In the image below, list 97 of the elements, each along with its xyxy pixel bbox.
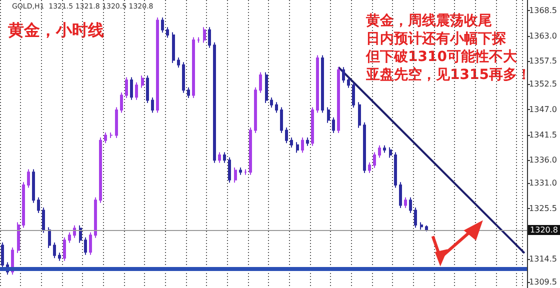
- candlestick: [58, 252, 61, 262]
- candlestick: [182, 62, 185, 94]
- y-tick-label: 1325.5: [529, 204, 558, 213]
- candlestick: [270, 97, 273, 108]
- candlestick: [94, 196, 97, 238]
- y-tick-label: 1314.5: [529, 254, 558, 264]
- candlestick: [337, 66, 340, 134]
- candlestick: [234, 166, 237, 184]
- candlestick: [321, 54, 324, 114]
- candlestick: [394, 152, 397, 188]
- candlestick: [259, 72, 262, 94]
- candlestick: [197, 36, 200, 44]
- y-tick-label: 1331.0: [529, 178, 558, 188]
- candlestick: [373, 152, 376, 168]
- candlestick: [37, 196, 40, 214]
- candlestick: [358, 102, 361, 128]
- candlestick: [327, 106, 330, 124]
- candlestick: [177, 57, 180, 68]
- candlestick: [213, 42, 216, 164]
- candlestick: [172, 32, 175, 64]
- candlestick: [275, 102, 278, 114]
- candlestick: [156, 16, 159, 114]
- candlestick: [332, 116, 335, 134]
- y-tick-label: 1347.0: [529, 104, 558, 114]
- candlestick: [244, 168, 247, 176]
- candlestick: [110, 132, 113, 139]
- candlestick: [99, 137, 102, 204]
- candlestick: [141, 74, 144, 88]
- candlestick: [265, 72, 268, 104]
- candlestick: [414, 206, 417, 228]
- candlestick: [316, 54, 319, 114]
- y-tick-label: 1336.0: [529, 156, 558, 165]
- candlestick: [254, 86, 257, 134]
- y-tick-label: 1352.5: [529, 80, 558, 89]
- candlestick: [27, 168, 30, 188]
- candlestick: [192, 36, 195, 98]
- candlestick: [115, 106, 118, 139]
- candlestick: [166, 26, 169, 38]
- annotation: 但下破1310可能性不大: [365, 49, 518, 65]
- annotation: 日内预计还有小幅下探: [366, 31, 507, 47]
- y-tick-label: 1341.5: [529, 130, 558, 140]
- candlestick: [146, 74, 149, 104]
- candlestick: [301, 137, 304, 154]
- candlestick: [420, 222, 423, 230]
- candlestick: [22, 182, 25, 228]
- candlestick: [425, 224, 428, 232]
- candlestick: [280, 106, 283, 134]
- candlestick: [223, 152, 226, 164]
- annotation: 亚盘先空，见1315再多！: [365, 66, 531, 83]
- y-tick-label: 1368.5: [529, 6, 558, 16]
- candlestick: [368, 162, 371, 174]
- candlestick: [151, 97, 154, 114]
- candlestick: [218, 152, 221, 164]
- candlestick: [285, 126, 288, 144]
- candlestick: [79, 224, 82, 244]
- ref-line-label: 1320.8: [530, 226, 558, 235]
- y-tick-label: 1357.5: [529, 56, 558, 66]
- candlestick: [161, 16, 164, 34]
- candlestick: [290, 137, 293, 148]
- candlestick: [378, 144, 381, 158]
- candlestick: [135, 82, 138, 100]
- candlestick: [104, 132, 107, 144]
- candlestick: [347, 76, 350, 88]
- candlestick: [48, 226, 51, 248]
- candlestick: [125, 76, 128, 98]
- y-tick-label: 1363.0: [529, 31, 558, 40]
- candlestick: [1, 242, 4, 268]
- candlestick: [352, 82, 355, 108]
- candlestick: [239, 166, 242, 176]
- candlestick: [363, 122, 366, 174]
- candlestick: [17, 222, 20, 254]
- candlestick: [32, 168, 35, 204]
- candlestick: [208, 26, 211, 48]
- y-tick-label: 1309.5: [529, 278, 558, 287]
- candlestick: [89, 232, 92, 256]
- candlestick: [68, 232, 71, 244]
- candlestick: [389, 146, 392, 158]
- text: 黄金，小时线: [7, 20, 104, 40]
- candlestick: [342, 66, 345, 84]
- candlestick: [63, 236, 66, 262]
- candlestick: [120, 92, 123, 114]
- candlestick: [306, 137, 309, 146]
- candlestick: [53, 242, 56, 259]
- candlestick: [42, 206, 45, 234]
- candlestick: [399, 182, 402, 208]
- candlestick: [187, 86, 190, 98]
- annotation: 黄金，周线震荡收尾: [365, 13, 492, 29]
- candlestick: [409, 196, 412, 214]
- candlestick: [296, 142, 299, 154]
- candlestick: [383, 144, 386, 154]
- candlestick: [228, 156, 231, 184]
- candlestick: [84, 236, 87, 256]
- candlestick: [249, 126, 252, 176]
- candlestick: [203, 26, 206, 44]
- candlestick: [404, 196, 407, 208]
- candlestick: [130, 76, 133, 100]
- candlestick: [311, 106, 314, 146]
